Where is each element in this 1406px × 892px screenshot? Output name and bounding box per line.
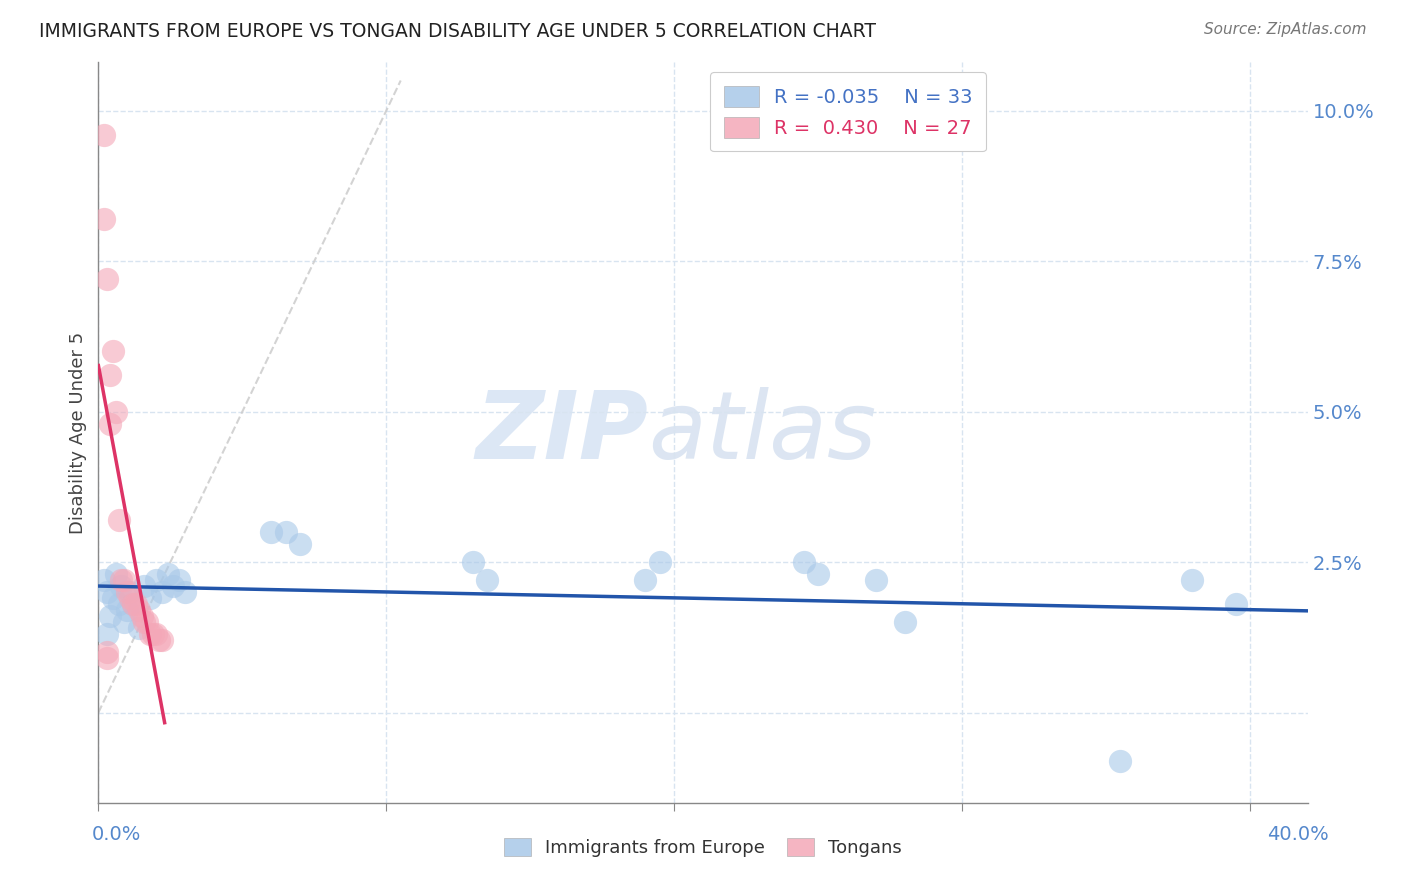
Point <box>104 567 127 582</box>
Point <box>98 368 121 383</box>
Point <box>96 585 118 599</box>
Point <box>274 524 297 539</box>
Point <box>142 627 165 641</box>
Point <box>150 585 173 599</box>
Y-axis label: Disability Age Under 5: Disability Age Under 5 <box>69 332 87 533</box>
Point <box>96 645 118 659</box>
Point <box>145 573 167 587</box>
Point <box>112 573 135 587</box>
Text: IMMIGRANTS FROM EUROPE VS TONGAN DISABILITY AGE UNDER 5 CORRELATION CHART: IMMIGRANTS FROM EUROPE VS TONGAN DISABIL… <box>39 22 876 41</box>
Point <box>122 597 145 611</box>
Point <box>139 627 162 641</box>
Point <box>115 585 138 599</box>
Point <box>122 597 145 611</box>
Text: 0.0%: 0.0% <box>91 825 141 844</box>
Point <box>150 633 173 648</box>
Point <box>1181 573 1204 587</box>
Text: ZIP: ZIP <box>475 386 648 479</box>
Point <box>107 513 129 527</box>
Point <box>98 417 121 431</box>
Point <box>634 573 657 587</box>
Point <box>93 128 115 142</box>
Point <box>101 344 124 359</box>
Point <box>98 609 121 624</box>
Point <box>793 555 815 569</box>
Point <box>128 621 150 635</box>
Point <box>93 211 115 226</box>
Point <box>107 597 129 611</box>
Point <box>461 555 484 569</box>
Point <box>475 573 498 587</box>
Point <box>131 609 153 624</box>
Point <box>156 567 179 582</box>
Point <box>128 603 150 617</box>
Text: atlas: atlas <box>648 387 877 478</box>
Point <box>101 591 124 606</box>
Point <box>865 573 887 587</box>
Point <box>125 597 148 611</box>
Legend: Immigrants from Europe, Tongans: Immigrants from Europe, Tongans <box>496 830 910 864</box>
Point <box>162 579 184 593</box>
Point <box>1109 754 1132 768</box>
Point <box>139 591 162 606</box>
Point <box>96 651 118 665</box>
Point <box>115 603 138 617</box>
Point <box>148 633 170 648</box>
Point <box>145 627 167 641</box>
Point <box>110 573 132 587</box>
Point <box>173 585 195 599</box>
Point <box>134 615 156 630</box>
Point <box>288 537 311 551</box>
Point <box>104 404 127 418</box>
Text: 40.0%: 40.0% <box>1267 825 1329 844</box>
Point <box>110 579 132 593</box>
Point <box>96 272 118 286</box>
Point <box>96 627 118 641</box>
Point <box>167 573 190 587</box>
Point <box>136 615 159 630</box>
Point <box>648 555 671 569</box>
Point <box>134 579 156 593</box>
Point <box>112 615 135 630</box>
Point <box>807 567 830 582</box>
Point <box>1225 597 1247 611</box>
Point <box>120 585 142 599</box>
Point <box>893 615 915 630</box>
Point <box>120 591 142 606</box>
Point <box>260 524 283 539</box>
Text: Source: ZipAtlas.com: Source: ZipAtlas.com <box>1204 22 1367 37</box>
Point <box>93 573 115 587</box>
